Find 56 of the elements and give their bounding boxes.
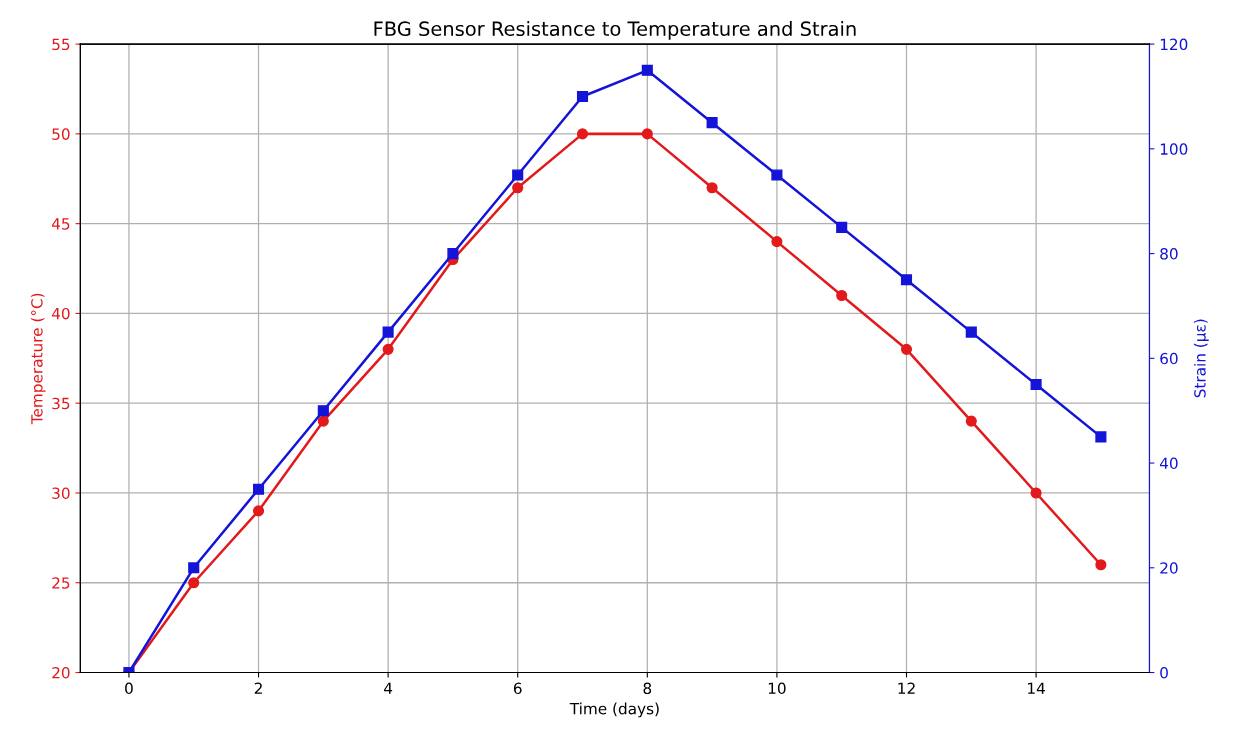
x-tick-label: 14: [1028, 682, 1045, 694]
y2-axis-title: Strain (με): [1193, 319, 1209, 398]
point: [641, 64, 653, 76]
point: [188, 577, 200, 589]
point: [1030, 378, 1042, 391]
y-tick-label: 50: [52, 128, 70, 140]
y2-tick-label: 120: [1160, 38, 1188, 51]
point: [1030, 487, 1042, 499]
point: [576, 90, 589, 103]
x-tick-label: 0: [125, 682, 133, 695]
point: [1095, 431, 1107, 443]
point: [836, 289, 848, 302]
chart-title: FBG Sensor Resistance to Temperature and Strain: [374, 20, 856, 40]
y2-tick-label: 40: [1159, 457, 1178, 470]
point: [382, 343, 394, 355]
point: [512, 182, 524, 194]
point: [900, 274, 913, 286]
x-axis-title: Time (days): [569, 702, 659, 718]
point: [836, 221, 848, 233]
point: [900, 343, 913, 355]
y2-tick-label: 80: [1160, 248, 1178, 260]
y-tick-label: 25: [52, 577, 70, 589]
y-tick-label: 40: [51, 307, 70, 320]
point: [706, 182, 718, 194]
y-tick-label: 30: [52, 487, 70, 499]
y-tick-label: 20: [52, 666, 70, 679]
point: [965, 326, 977, 338]
x-tick-label: 2: [254, 682, 262, 694]
y2-tick-label: 0: [1160, 666, 1168, 679]
point: [641, 128, 653, 140]
point: [447, 248, 459, 260]
y2-tick-label: 20: [1160, 562, 1178, 574]
point: [382, 326, 394, 338]
point: [317, 405, 329, 417]
x-tick-label: 4: [384, 682, 393, 694]
y-axis-title: Temperature (°C): [30, 293, 46, 425]
point: [965, 415, 977, 427]
point: [771, 169, 783, 181]
x-tick-label: 8: [643, 682, 652, 695]
y2-tick-label: 60: [1160, 352, 1178, 365]
y-tick-label: 55: [52, 38, 70, 51]
point: [252, 483, 265, 495]
x-tick-label: 12: [898, 682, 915, 694]
y-tick-label: 45: [51, 218, 70, 230]
point: [252, 505, 265, 517]
point: [771, 236, 783, 248]
x-tick-label: 10: [768, 682, 786, 695]
point: [188, 562, 200, 574]
point: [1095, 559, 1107, 571]
point: [576, 128, 589, 140]
point: [317, 415, 329, 427]
x-tick-label: 6: [513, 682, 522, 695]
y2-tick-label: 100: [1160, 143, 1188, 155]
point: [706, 117, 718, 129]
y-tick-label: 35: [52, 397, 70, 410]
point: [512, 169, 524, 181]
